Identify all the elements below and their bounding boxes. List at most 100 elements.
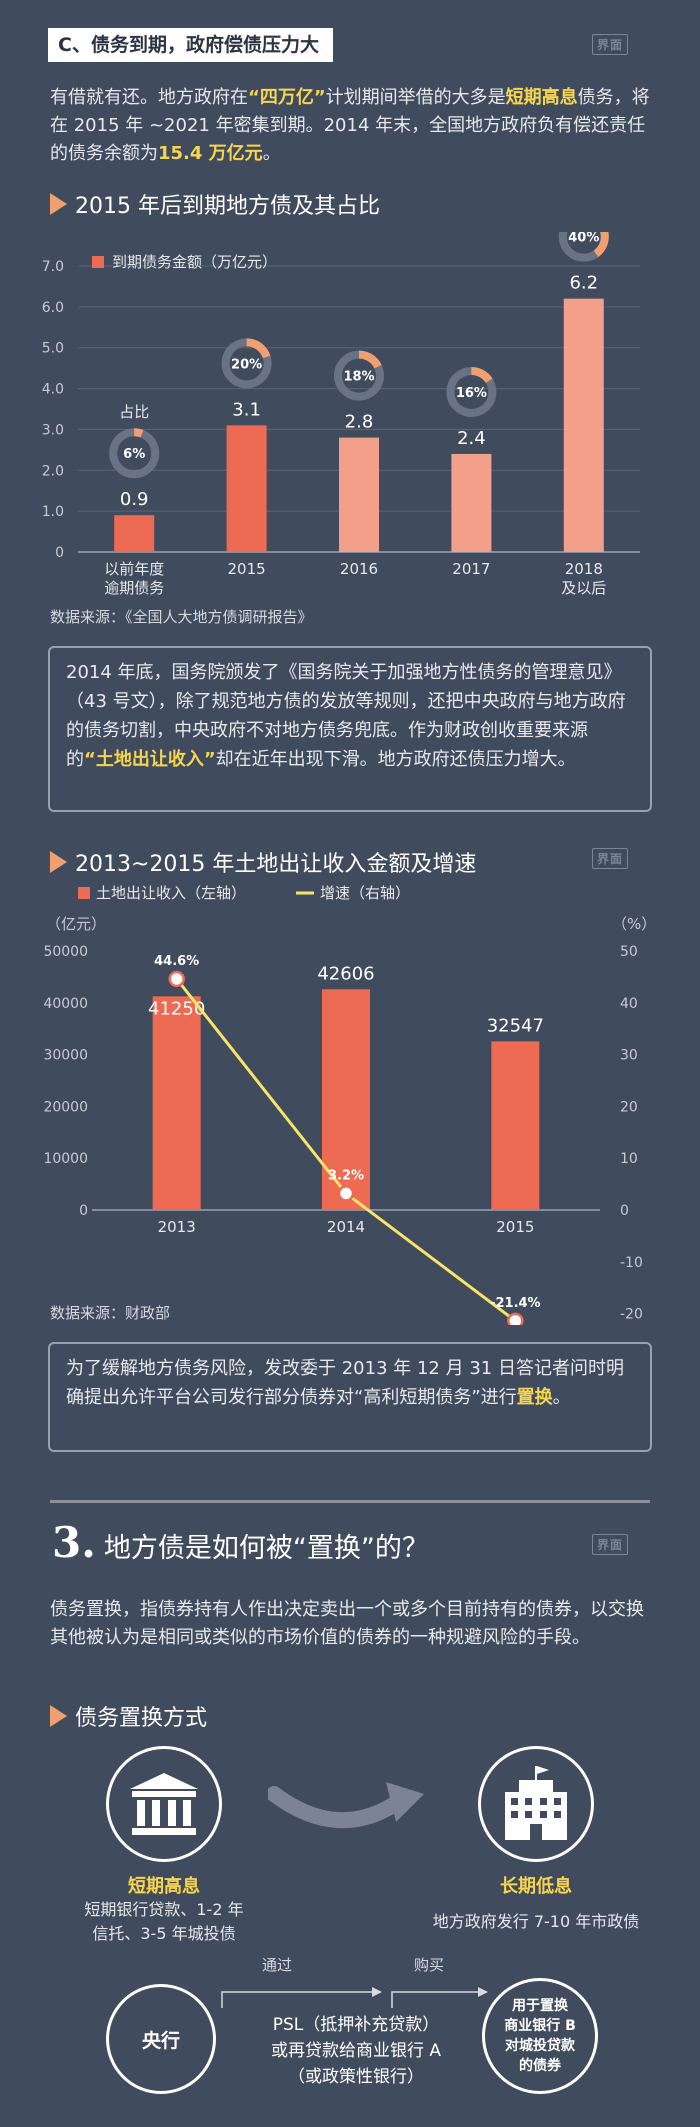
bar-value-label: 2.8 [345,412,374,433]
y-left-tick-label: 40000 [43,996,88,1012]
psl-description: PSL（抵押补充贷款） 或再贷款给商业银行 A （或政策性银行） [270,2015,442,2087]
chart1-due-debt: 0 1.0 2.0 3.0 4.0 5.0 6.0 7.0 到期债务金额（万亿元） 0.9 以前年… [42,232,640,597]
y-tick-label: 4.0 [42,382,64,398]
x-tick-label: 2015 [496,1218,534,1236]
share-caption: 占比 [119,403,149,421]
y-left-tick-label: 30000 [43,1048,88,1064]
legend-label: 到期债务金额（万亿元） [112,253,277,271]
bar [114,515,155,552]
y-tick-label: 3.0 [42,422,64,438]
chart1-heading: 2015 年后到期地方债及其占比 [50,188,380,220]
ndrc-note-box: 为了缓解地方债务风险，发改委于 2013 年 12 月 31 日答记者问时明确提… [48,1342,652,1452]
y-left-tick-label: 50000 [43,944,88,960]
bank-building-icon [130,1773,198,1835]
bar [339,437,379,552]
x-tick-label: 逾期债务 [104,579,164,597]
chart1-title: 2015 年后到期地方债及其占比 [75,194,380,219]
short-high-interest-label: 短期高息 [128,1876,200,1897]
intro-paragraph: 有借就有还。地方政府在“四万亿”计划期间举借的大多是短期高息债务，将在 2015… [50,87,650,164]
long-low-interest-label: 长期低息 [500,1876,572,1897]
x-tick-label: 2015 [228,560,266,578]
legend-swatch [92,256,104,268]
y-right-tick-label: -10 [620,1255,643,1271]
highlight-debt-balance: 15.4 万亿元 [158,143,263,164]
watermark-logo: 界面 [592,1534,629,1555]
share-label: 40% [568,232,599,246]
bar [451,453,492,552]
share-ring-fill [446,366,497,417]
share-label: 18% [343,370,374,385]
legend-label-bars: 土地出让收入（左轴） [96,884,246,902]
highlight-swap: 置换 [516,1387,553,1408]
bar-value-label: 42606 [317,963,374,984]
government-building-circle [478,1746,594,1862]
municipal-bond-caption: 地方政府发行 7-10 年市政债 [432,1912,640,1931]
method-title: 债务置换方式 [75,1706,208,1731]
legend-label-line: 增速（右轴） [320,884,410,902]
section3-heading: 3. 地方债是如何被“置换”的？ [52,1518,429,1567]
y-tick-label: 7.0 [42,259,64,275]
government-building-icon [505,1766,567,1840]
legend-swatch-bars [78,887,90,899]
y-right-tick-label: 0 [620,1203,629,1219]
share-ring-fill [221,338,272,389]
section-number: 3. [52,1518,96,1567]
y-left-tick-label: 10000 [43,1151,88,1167]
share-label: 6% [123,447,145,462]
flow-via-label: 通过 [262,1956,293,1974]
y-right-tick-label: 50 [620,944,638,960]
share-ring-fill [334,350,384,401]
y-right-tick-label: -20 [620,1307,643,1323]
share-label: 16% [456,386,487,401]
chart1-source: 数据来源：《全国人大地方债调研报告》 [50,608,313,626]
section3-title: 地方债是如何被“置换”的？ [103,1533,429,1564]
y-right-unit: （%） [612,915,656,933]
section-divider [50,1500,650,1503]
highlight-short-high-interest: 短期高息 [505,87,578,108]
bar-value-label: 2.4 [457,428,486,449]
triangle-marker-icon [50,193,67,215]
y-tick-label: 1.0 [42,504,64,520]
growth-point [168,970,185,988]
triangle-marker-icon [50,851,67,873]
swap-arrow-icon [268,1782,424,1829]
chart2-heading: 2013~2015 年土地出让收入金额及增速 [50,846,476,878]
flow-purchase-label: 购买 [414,1956,445,1974]
y-left-tick-label: 20000 [43,1099,88,1115]
chart2-land-revenue: 土地出让收入（左轴） 增速（右轴） （亿元） （%） 0 10000 20000 30000… [43,884,656,1325]
growth-label: -21.4% [490,1296,541,1311]
growth-point [337,1185,355,1202]
share-label: 20% [231,357,262,372]
section-badge: C、债务到期，政府偿债压力大 [48,28,333,62]
y-right-tick-label: 10 [620,1151,638,1167]
y-left-tick-label: 0 [79,1203,88,1219]
y-tick-label: 6.0 [42,300,64,316]
highlight-land-revenue: “土地出让收入” [84,749,216,770]
x-tick-label: 以前年度 [104,560,164,578]
bar [152,996,201,1210]
bank-building-circle [106,1746,222,1862]
bar-value-label: 41250 [148,998,205,1019]
method-heading: 债务置换方式 [50,1700,207,1732]
x-tick-label: 及以后 [561,579,606,597]
watermark-logo: 界面 [592,34,629,55]
highlight-four-trillion: “四万亿” [248,87,326,108]
growth-label: 44.6% [154,954,199,969]
x-tick-label: 2018 [565,560,603,578]
x-tick-label: 2013 [158,1218,196,1236]
watermark-logo: 界面 [592,848,629,869]
short-term-debt-types: 短期银行贷款、1-2 年 信托、3-5 年城投债 [84,1900,244,1943]
share-ring-fill [109,428,160,479]
central-bank-node: 央行 [106,1984,216,2094]
bar [563,298,604,552]
y-left-unit: （亿元） [46,915,106,933]
share-ring-fill [558,232,609,262]
section3-description: 债务置换，指债券持有人作出决定卖出一个或多个目前持有的债券，以交换其他被认为是相… [50,1599,644,1648]
growth-label: 3.2% [328,1168,364,1183]
y-right-tick-label: 40 [620,996,638,1012]
policy-note-box: 2014 年底，国务院颁发了《国务院关于加强地方性债务的管理意见》（43 号文）… [48,646,652,812]
y-tick-label: 5.0 [42,341,64,357]
bar [226,425,267,552]
y-tick-label: 2.0 [42,463,64,479]
y-right-tick-label: 20 [620,1099,638,1115]
